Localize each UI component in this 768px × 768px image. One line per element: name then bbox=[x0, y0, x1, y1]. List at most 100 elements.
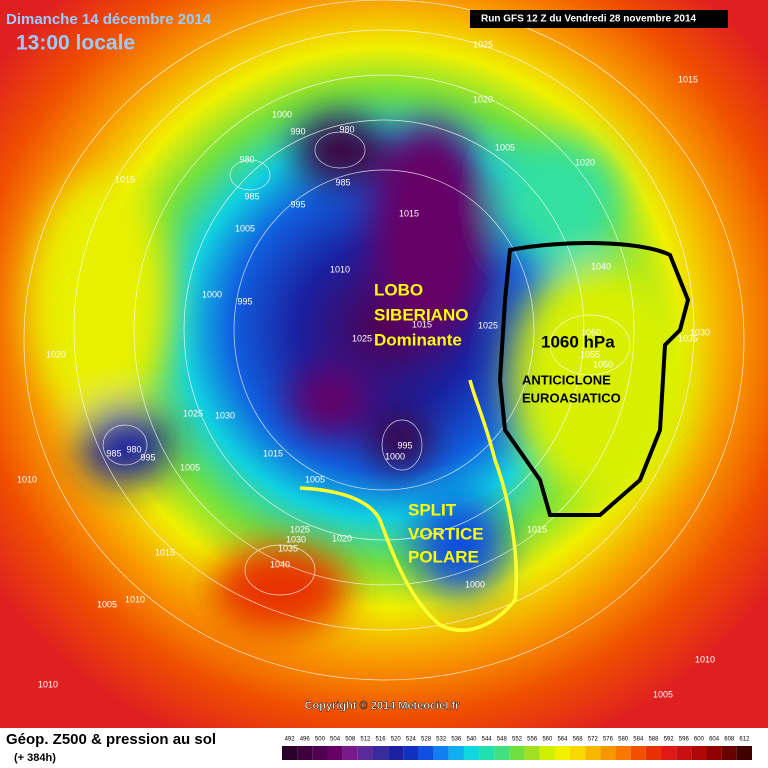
colorbar-cell bbox=[509, 746, 525, 760]
isobar-label: 1010 bbox=[695, 654, 715, 664]
footer: Géop. Z500 & pression au sol (+ 384h) bbox=[6, 731, 216, 764]
colorbar-cell bbox=[615, 746, 631, 760]
isobar-label: 995 bbox=[237, 296, 252, 306]
pressure: 1060 hPa bbox=[541, 332, 615, 351]
colorbar-label: 508 bbox=[345, 737, 356, 743]
colorbar-cell bbox=[661, 746, 677, 760]
isobar-label: 1055 bbox=[580, 349, 600, 359]
colorbar: 492 496 500 504 508 512 516 520 524 528 532 536 540 5… bbox=[282, 737, 752, 760]
isobar-label: 1030 bbox=[690, 327, 710, 337]
colorbar-cell bbox=[585, 746, 601, 760]
colorbar-label: 544 bbox=[482, 737, 493, 743]
colorbar-label: 496 bbox=[300, 737, 311, 743]
split-line: VORTICE bbox=[408, 524, 484, 543]
isobar-label: 1035 bbox=[678, 333, 698, 343]
colorbar-cell bbox=[524, 746, 540, 760]
colorbar-label: 596 bbox=[679, 737, 690, 743]
colorbar-label: 540 bbox=[467, 737, 478, 743]
isobar-label: 1015 bbox=[399, 208, 419, 218]
colorbar-label: 608 bbox=[724, 737, 735, 743]
isobar-label: 1010 bbox=[330, 264, 350, 274]
colorbar-cell bbox=[600, 746, 616, 760]
isobar-label: 1015 bbox=[115, 174, 135, 184]
colorbar-label: 564 bbox=[557, 737, 568, 743]
colorbar-cell bbox=[691, 746, 707, 760]
isobar-label: 1005 bbox=[235, 223, 255, 233]
run: Run GFS 12 Z du Vendredi 28 novembre 201… bbox=[481, 14, 697, 25]
map-background bbox=[0, 0, 768, 728]
colorbar-label: 588 bbox=[648, 737, 659, 743]
isobar-label: 990 bbox=[290, 126, 305, 136]
colorbar-cell bbox=[645, 746, 662, 760]
colorbar-cell bbox=[433, 746, 449, 760]
isobar-label: 1015 bbox=[527, 524, 547, 534]
isobar-label: 1015 bbox=[155, 547, 175, 557]
isobar-label: 1040 bbox=[270, 559, 290, 569]
run-box bbox=[470, 10, 728, 28]
isobar-label: 1005 bbox=[653, 689, 673, 699]
isobar-label: 1060 bbox=[581, 327, 601, 337]
isobar-label: 995 bbox=[290, 199, 305, 209]
isobar-label: 1015 bbox=[263, 448, 283, 458]
colorbar-cell bbox=[312, 746, 328, 760]
isobar-label: 1000 bbox=[385, 451, 405, 461]
isobar-label: 1030 bbox=[286, 534, 306, 544]
colorbar-label: 492 bbox=[285, 737, 296, 743]
isobar-label: 1020 bbox=[575, 157, 595, 167]
isobar-labels: 1025 1015 1020 1000 990 980 1005 1020 980 985 985 9… bbox=[17, 39, 715, 699]
colorbar-cell bbox=[418, 746, 434, 760]
isobar-label: 1010 bbox=[17, 474, 37, 484]
isobar-label: 1020 bbox=[473, 94, 493, 104]
colorbar-label: 592 bbox=[664, 737, 675, 743]
colorbar-cell bbox=[342, 746, 358, 760]
colorbar-label: 528 bbox=[421, 737, 432, 743]
copyright: Copyright © 2014 Meteociel.fr bbox=[305, 700, 461, 712]
isobar-label: 1005 bbox=[305, 474, 325, 484]
split-line: SPLIT bbox=[408, 500, 457, 519]
colorbar-cell bbox=[554, 746, 571, 760]
lobo-line: SIBERIANO bbox=[374, 305, 468, 324]
annotations: LOBO SIBERIANO Dominante SPLIT VORTICE P… bbox=[374, 280, 621, 566]
colorbar-label: 576 bbox=[603, 737, 614, 743]
isobar-label: 1020 bbox=[332, 533, 352, 543]
isobar-label: 1005 bbox=[180, 462, 200, 472]
anticyclone-line: ANTICICLONE bbox=[522, 372, 611, 387]
isobar-label: 1005 bbox=[97, 599, 117, 609]
colorbar-label: 584 bbox=[633, 737, 644, 743]
isobar-label: 1035 bbox=[278, 543, 298, 553]
colorbar-cell bbox=[736, 746, 752, 760]
colorbar-cell bbox=[448, 746, 464, 760]
isobar-label: 980 bbox=[126, 444, 141, 454]
colorbar-cell bbox=[479, 746, 495, 760]
colorbar-label: 512 bbox=[360, 737, 371, 743]
isobar-label: 1025 bbox=[290, 524, 310, 534]
colorbar-cell bbox=[721, 746, 737, 760]
isobar-label: 980 bbox=[339, 124, 354, 134]
colorbar-label: 504 bbox=[330, 737, 341, 743]
isobar-label: 1050 bbox=[593, 359, 613, 369]
colorbar-label: 532 bbox=[436, 737, 447, 743]
colorbar-label: 604 bbox=[709, 737, 720, 743]
isobar-label: 980 bbox=[239, 154, 254, 164]
isobar-label: 1025 bbox=[352, 333, 372, 343]
anticyclone-line: EUROASIATICO bbox=[522, 390, 621, 405]
colorbar-label: 556 bbox=[527, 737, 538, 743]
isobar-label: 985 bbox=[335, 177, 350, 187]
isobar-label: 1025 bbox=[473, 39, 493, 49]
isobar-label: 1030 bbox=[215, 410, 235, 420]
colorbar-label: 580 bbox=[618, 737, 629, 743]
colorbar-label: 520 bbox=[391, 737, 402, 743]
header: Dimanche 14 décembre 2014 13:00 locale R… bbox=[6, 10, 728, 55]
colorbar-label: 524 bbox=[406, 737, 417, 743]
isobar-label: 985 bbox=[106, 448, 121, 458]
colorbar-label: 552 bbox=[512, 737, 523, 743]
colorbar-cell bbox=[372, 746, 389, 760]
lobo-line: Dominante bbox=[374, 330, 462, 349]
colorbar-cell bbox=[706, 746, 722, 760]
isobar-label: 1025 bbox=[478, 320, 498, 330]
isobar-label: 1015 bbox=[412, 319, 432, 329]
colorbar-cell bbox=[630, 746, 646, 760]
isobar-label: 1000 bbox=[202, 289, 222, 299]
colorbar-label: 568 bbox=[573, 737, 584, 743]
isobar-label: 995 bbox=[397, 440, 412, 450]
